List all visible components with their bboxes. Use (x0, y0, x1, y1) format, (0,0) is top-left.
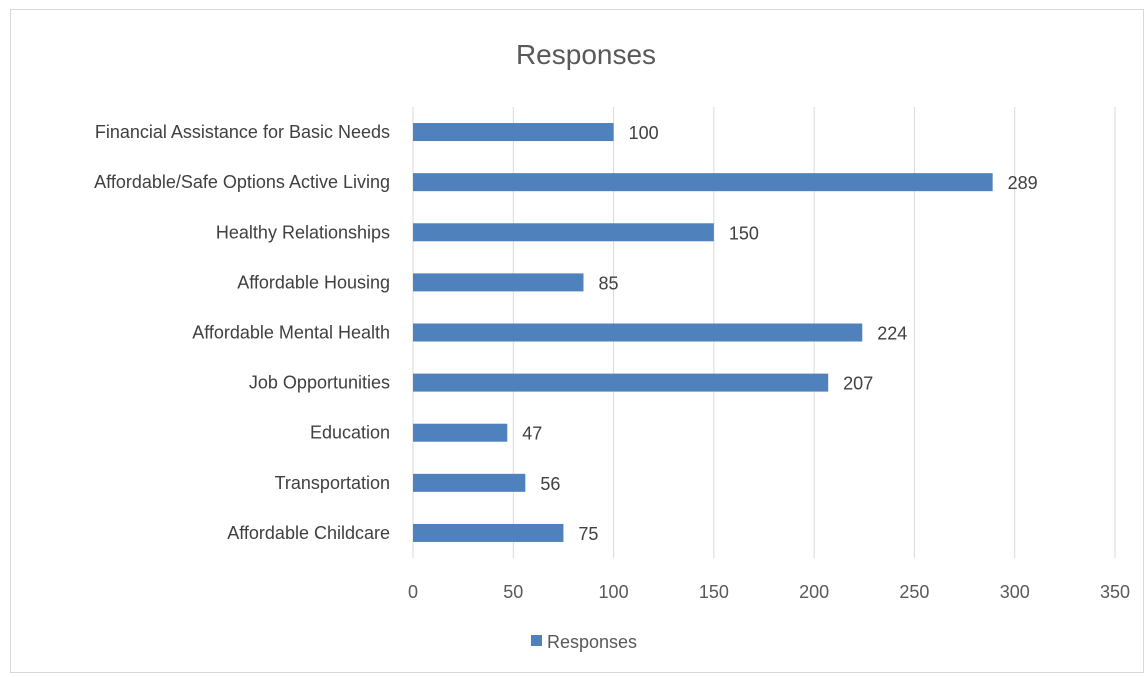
bar (413, 323, 863, 342)
data-label: 56 (540, 474, 560, 494)
data-labels: 100 289 150 85 224 207 47 56 75 (522, 123, 1037, 544)
legend-label-responses: Responses (547, 632, 637, 652)
x-tick-label: 100 (599, 582, 629, 602)
bar (413, 373, 829, 392)
x-tick-label: 250 (899, 582, 929, 602)
x-axis-ticks: 0 50 100 150 200 250 300 350 (408, 582, 1130, 602)
x-tick-label: 150 (699, 582, 729, 602)
legend: Responses (531, 632, 637, 652)
data-label: 100 (629, 123, 659, 143)
bar (413, 423, 508, 442)
x-tick-label: 200 (799, 582, 829, 602)
data-label: 224 (877, 324, 907, 344)
x-tick-label: 300 (1000, 582, 1030, 602)
category-labels: Financial Assistance for Basic Needs Affo… (94, 122, 390, 543)
category-label: Affordable/Safe Options Active Living (94, 172, 390, 192)
category-label: Healthy Relationships (216, 222, 390, 242)
category-label: Education (310, 423, 390, 443)
bar (413, 523, 564, 542)
data-label: 150 (729, 223, 759, 243)
bar (413, 473, 526, 492)
bar (413, 173, 993, 192)
bars (413, 123, 993, 542)
category-label: Transportation (275, 473, 390, 493)
category-label: Affordable Housing (237, 272, 390, 292)
bar (413, 223, 714, 242)
x-tick-label: 0 (408, 582, 418, 602)
bar (413, 273, 584, 292)
chart-title: Responses (516, 39, 656, 70)
category-label: Job Opportunities (249, 373, 390, 393)
category-label: Affordable Childcare (227, 523, 390, 543)
x-tick-label: 350 (1100, 582, 1130, 602)
data-label: 75 (578, 524, 598, 544)
bar (413, 123, 614, 142)
data-label: 85 (598, 273, 618, 293)
data-label: 289 (1008, 173, 1038, 193)
category-label: Financial Assistance for Basic Needs (95, 122, 390, 142)
legend-swatch-responses (531, 635, 542, 646)
data-label: 207 (843, 374, 873, 394)
category-label: Affordable Mental Health (192, 323, 390, 343)
x-tick-label: 50 (503, 582, 523, 602)
data-label: 47 (522, 424, 542, 444)
